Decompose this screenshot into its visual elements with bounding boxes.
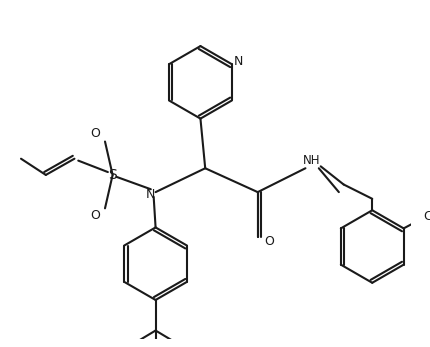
Text: S: S: [108, 168, 117, 182]
Text: N: N: [233, 55, 243, 68]
Text: NH: NH: [303, 154, 320, 167]
Text: O: O: [90, 127, 100, 141]
Text: O: O: [90, 210, 100, 222]
Text: Cl: Cl: [422, 210, 430, 223]
Text: N: N: [146, 187, 155, 201]
Text: O: O: [264, 235, 273, 248]
